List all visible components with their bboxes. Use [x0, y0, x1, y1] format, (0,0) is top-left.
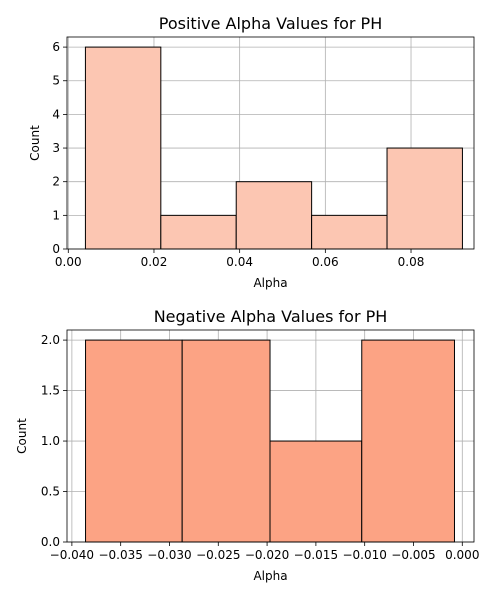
x-axis-label: Alpha	[253, 569, 287, 583]
x-tick-label: −0.015	[294, 548, 338, 562]
x-ticks: −0.040 −0.035 −0.030 −0.025 −0.020 −0.015 −0.0…	[50, 542, 479, 562]
plot-frame	[66, 329, 475, 543]
y-axis-label: Count	[28, 125, 42, 161]
x-tick-label: −0.005	[391, 548, 435, 562]
x-axis-label: Alpha	[253, 276, 287, 290]
y-ticks: 0.0 0.5 1.0 1.5 2.0	[41, 333, 67, 549]
x-tick-label: 0.04	[226, 255, 253, 269]
histogram-bar	[269, 440, 363, 543]
x-tick-label: 0.06	[312, 255, 339, 269]
chart-title: Negative Alpha Values for PH	[154, 307, 388, 326]
y-tick-label: 0.0	[41, 535, 60, 549]
positive-alpha-histogram: 0.00 0.02 0.04 0.06 0.08 0 1 2 3 4 5 6 Positive Al…	[28, 14, 475, 290]
y-axis-label: Count	[15, 418, 29, 454]
x-tick-label: −0.035	[98, 548, 142, 562]
y-tick-label: 1.5	[41, 384, 60, 398]
chart-title: Positive Alpha Values for PH	[159, 14, 382, 33]
x-tick-label: 0.02	[141, 255, 168, 269]
y-tick-label: 1	[52, 208, 60, 222]
histogram-bar	[361, 339, 455, 543]
x-tick-label: −0.030	[147, 548, 191, 562]
histogram-bar	[311, 214, 388, 250]
y-tick-label: 2	[52, 175, 60, 189]
histogram-bar	[160, 214, 237, 250]
y-tick-label: 4	[52, 107, 60, 121]
x-tick-label: 0.08	[398, 255, 425, 269]
negative-alpha-histogram: −0.040 −0.035 −0.030 −0.025 −0.020 −0.015 −0.0…	[15, 307, 479, 583]
histogram-bar	[84, 46, 162, 250]
x-ticks: 0.00 0.02 0.04 0.06 0.08	[55, 249, 424, 269]
histogram-bar	[181, 339, 271, 543]
x-tick-label: −0.010	[342, 548, 386, 562]
histogram-bar	[235, 181, 313, 250]
x-tick-label: −0.025	[196, 548, 240, 562]
y-tick-label: 0	[52, 242, 60, 256]
y-tick-label: 3	[52, 141, 60, 155]
y-tick-label: 1.0	[41, 434, 60, 448]
y-tick-label: 0.5	[41, 485, 60, 499]
histogram-bar	[85, 339, 183, 543]
bars	[84, 46, 463, 250]
x-tick-label: 0.000	[445, 548, 479, 562]
y-ticks: 0 1 2 3 4 5 6	[52, 40, 67, 256]
y-tick-label: 2.0	[41, 333, 60, 347]
y-tick-label: 6	[52, 40, 60, 54]
x-tick-label: 0.00	[55, 255, 82, 269]
plot-frame	[66, 36, 475, 250]
x-tick-label: −0.020	[245, 548, 289, 562]
y-tick-label: 5	[52, 74, 60, 88]
bars	[85, 339, 455, 543]
histogram-bar	[386, 147, 463, 250]
x-tick-label: −0.040	[50, 548, 94, 562]
